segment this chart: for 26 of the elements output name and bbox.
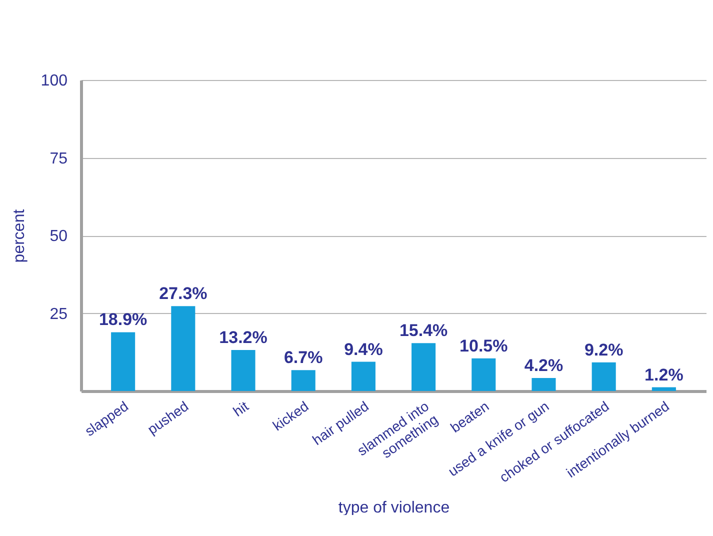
- y-tick-label: 25: [50, 306, 68, 323]
- bar: [111, 332, 136, 391]
- bar: [171, 306, 196, 391]
- y-tick-label: 50: [50, 228, 68, 245]
- data-label: 9.4%: [344, 340, 383, 359]
- data-label: 6.7%: [284, 348, 323, 368]
- y-tick-label: 100: [40, 72, 68, 90]
- y-tick-label: 75: [50, 150, 68, 168]
- y-axis-title: percent: [10, 208, 28, 263]
- x-tick-label: hit: [230, 398, 252, 420]
- data-label: 27.3%: [159, 284, 208, 304]
- bar: [652, 387, 676, 391]
- bar: [351, 362, 376, 391]
- bar: [532, 378, 556, 391]
- data-label: 13.2%: [219, 328, 268, 347]
- data-label: 9.2%: [584, 340, 624, 360]
- bar: [231, 350, 256, 391]
- bar: [472, 358, 496, 391]
- bar: [291, 370, 316, 391]
- data-label: 18.9%: [98, 310, 148, 330]
- data-label: 4.2%: [524, 356, 564, 375]
- bar: [412, 343, 436, 391]
- data-label: 10.5%: [460, 336, 508, 356]
- data-label: 1.2%: [644, 365, 684, 384]
- data-label: 15.4%: [399, 321, 448, 340]
- bar: [592, 362, 616, 391]
